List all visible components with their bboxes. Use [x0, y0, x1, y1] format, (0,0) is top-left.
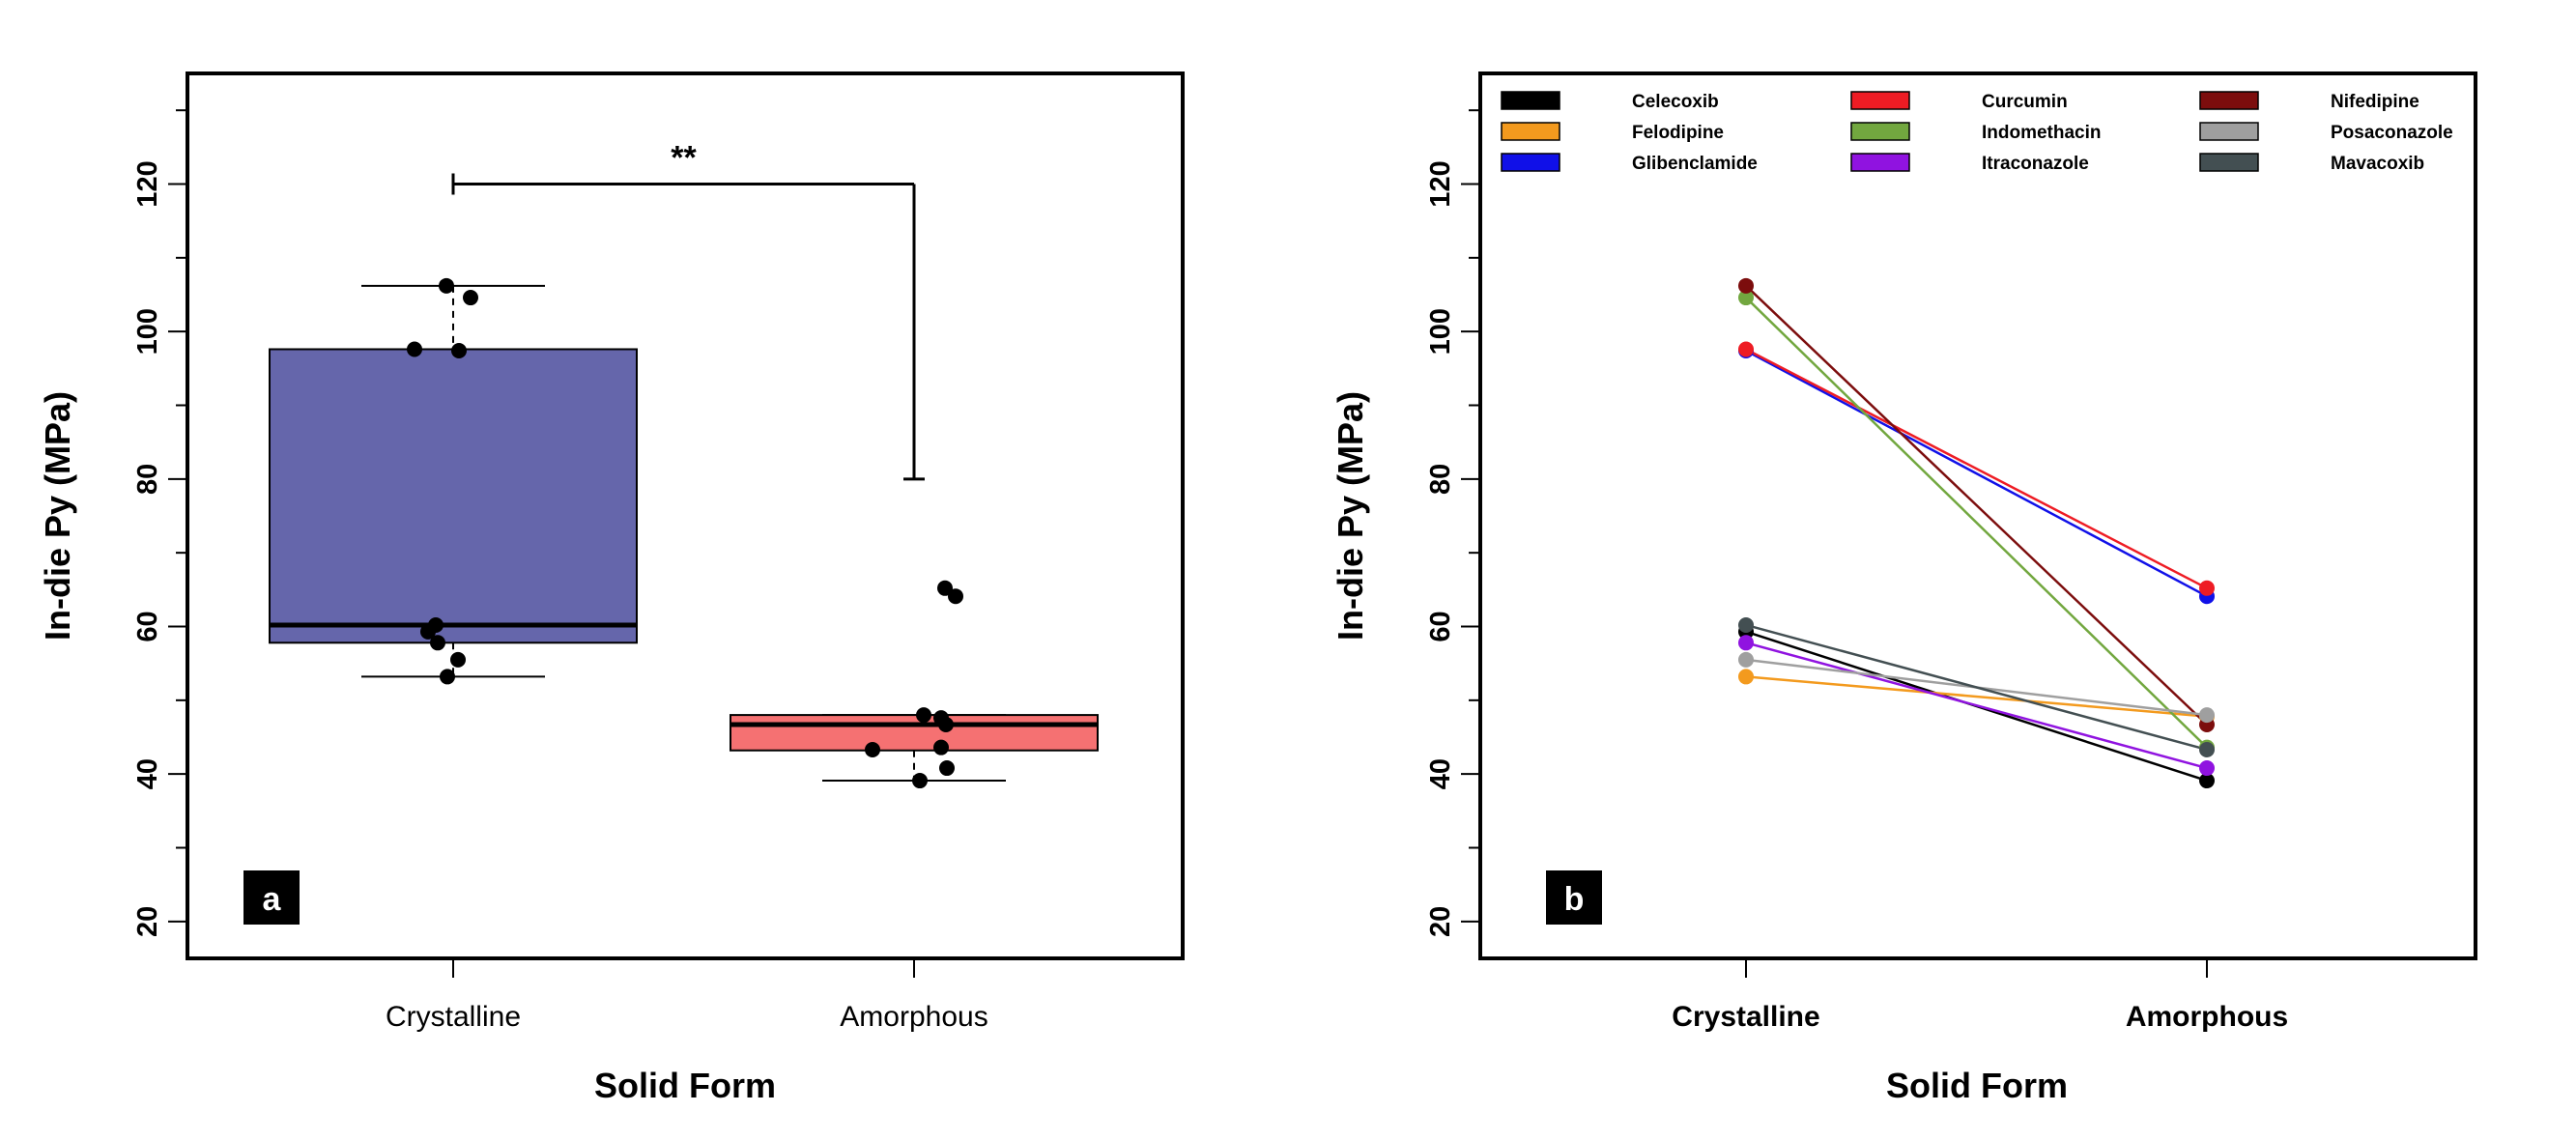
panel-b-y-tick-label-60: 60: [1425, 611, 1456, 641]
legend-swatch-posaconazole: [2199, 122, 2259, 141]
panel-a: 20 40 60 80 100 120 ** Crystalline Amorphous a…: [38, 71, 1185, 1105]
point-amorphous: [937, 580, 953, 596]
panel-b-letter: b: [1564, 881, 1585, 918]
panel-a-y-axis: 20 40 60 80 100 120: [132, 109, 187, 937]
panel-a-x-axis: Crystalline Amorphous: [386, 958, 988, 1033]
panel-a-y-tick-label-120: 120: [132, 160, 163, 207]
panel-b-y-tick-label-20: 20: [1425, 906, 1456, 937]
panel-b-x-axis: Crystalline Amorphous: [1672, 958, 2288, 1033]
series-point-curcumin: [2199, 580, 2215, 596]
series-point-felodipine: [1738, 669, 1754, 685]
legend-swatch-indomethacin: [1850, 122, 1910, 141]
panel-b-y-tick-label-120: 120: [1425, 160, 1456, 207]
point-crystalline: [440, 669, 455, 685]
series-point-mavacoxib: [2199, 741, 2215, 757]
legend-label-nifedipine: Nifedipine: [2331, 92, 2419, 112]
legend-swatch-itraconazole: [1850, 153, 1910, 172]
series-line-felodipine: [1745, 675, 2208, 718]
panel-a-plot-frame: [186, 71, 1185, 960]
panel-a-y-tick-label-80: 80: [132, 464, 163, 495]
panel-b-letter-box: [1546, 870, 1602, 925]
panel-a-points: [407, 277, 963, 789]
series-point-mavacoxib: [1738, 616, 1754, 633]
legend-label-itraconazole: Itraconazole: [1982, 154, 2089, 174]
point-crystalline: [407, 341, 422, 357]
panel-a-y-tick-label-20: 20: [132, 906, 163, 937]
series-point-posaconazole: [1738, 651, 1754, 668]
legend-label-felodipine: Felodipine: [1632, 123, 1724, 143]
panel-a-x-tick-label-amorphous: Amorphous: [840, 1001, 987, 1033]
series-line-curcumin: [1745, 348, 2208, 589]
panel-a-letter-box: [243, 870, 300, 925]
series-point-posaconazole: [2199, 707, 2215, 724]
legend-label-posaconazole: Posaconazole: [2331, 123, 2453, 143]
significance-bracket: **: [451, 140, 925, 481]
legend-label-celecoxib: Celecoxib: [1632, 92, 1719, 112]
series-line-glibenclamide: [1745, 349, 2208, 598]
box-crystalline: [269, 348, 638, 644]
series-line-indomethacin: [1745, 297, 2208, 749]
panel-a-letter: a: [263, 881, 282, 918]
series-line-mavacoxib: [1745, 623, 2208, 752]
point-crystalline: [451, 343, 467, 359]
point-crystalline: [450, 651, 466, 668]
legend-swatch-curcumin: [1850, 91, 1910, 110]
point-crystalline: [420, 623, 436, 640]
panel-b-plot-frame: [1478, 71, 2477, 960]
panel-b-y-tick-label-100: 100: [1425, 308, 1456, 355]
legend-label-glibenclamide: Glibenclamide: [1632, 154, 1758, 174]
legend-label-indomethacin: Indomethacin: [1982, 123, 2102, 143]
series-point-itraconazole: [1738, 635, 1754, 651]
series-point-indomethacin: [1738, 290, 1754, 306]
panel-a-boxes: [269, 284, 1099, 783]
point-amorphous: [912, 773, 928, 789]
legend-swatch-glibenclamide: [1501, 153, 1560, 172]
point-amorphous: [939, 760, 955, 777]
series-line-nifedipine: [1745, 284, 2208, 726]
panel-a-y-tick-label-60: 60: [132, 611, 163, 641]
point-crystalline: [430, 635, 445, 651]
panel-b-x-axis-title: Solid Form: [1886, 1066, 2068, 1105]
legend-label-mavacoxib: Mavacoxib: [2331, 154, 2424, 174]
point-amorphous: [933, 739, 949, 755]
panel-b-x-tick-label-crystalline: Crystalline: [1672, 1001, 1819, 1033]
legend-label-curcumin: Curcumin: [1982, 92, 2068, 112]
point-amorphous: [865, 741, 880, 757]
panel-a-y-tick-label-40: 40: [132, 758, 163, 789]
point-amorphous: [916, 707, 931, 724]
point-amorphous: [948, 588, 963, 605]
panel-b-y-tick-label-40: 40: [1425, 758, 1456, 789]
legend-swatch-mavacoxib: [2199, 153, 2259, 172]
panel-b-y-axis: 20 40 60 80 100 120: [1425, 109, 1480, 937]
legend-swatch-felodipine: [1501, 122, 1560, 141]
panel-a-x-axis-title: Solid Form: [594, 1066, 776, 1105]
series-point-itraconazole: [2199, 760, 2215, 777]
point-crystalline: [439, 277, 454, 294]
panel-b-y-tick-label-80: 80: [1425, 464, 1456, 495]
panel-b-y-axis-title: In-die Py (MPa): [1331, 391, 1370, 641]
series-line-itraconazole: [1745, 641, 2208, 770]
panel-a-y-tick-label-100: 100: [132, 308, 163, 355]
legend-swatch-celecoxib: [1501, 91, 1560, 110]
panel-a-x-tick-label-crystalline: Crystalline: [386, 1001, 521, 1033]
box-amorphous: [730, 714, 1099, 752]
series-point-celecoxib: [2199, 773, 2215, 789]
significance-label: **: [671, 140, 697, 177]
legend-swatch-nifedipine: [2199, 91, 2259, 110]
legend: Celecoxib Felodipine Glibenclamide Curcumin…: [1501, 91, 2453, 174]
series-point-curcumin: [1738, 341, 1754, 357]
panel-a-y-axis-title: In-die Py (MPa): [38, 391, 77, 641]
point-amorphous: [938, 717, 954, 733]
panel-b: 20 40 60 80 100 120 Celecoxib Felodipine Gliben…: [1331, 71, 2477, 1105]
point-crystalline: [463, 290, 478, 306]
panel-b-series: [1738, 277, 2215, 789]
panel-b-x-tick-label-amorphous: Amorphous: [2126, 1001, 2288, 1033]
series-point-nifedipine: [1738, 277, 1754, 294]
